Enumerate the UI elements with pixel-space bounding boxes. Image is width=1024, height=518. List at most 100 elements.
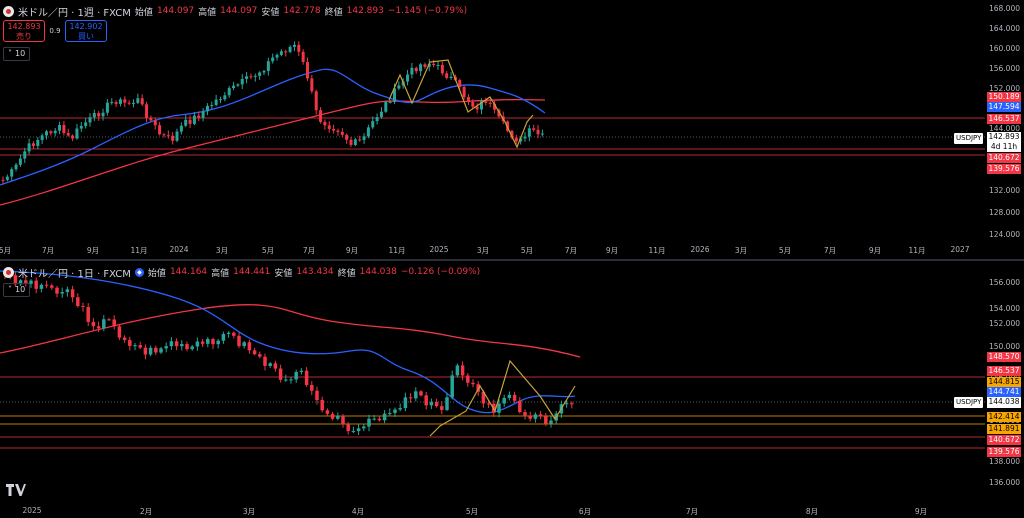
candle-body <box>112 319 116 327</box>
candle-body <box>502 397 506 404</box>
candle-body <box>414 67 418 72</box>
candle-body <box>273 363 278 369</box>
open-value: 144.097 <box>156 6 195 16</box>
candle-body <box>190 346 194 350</box>
candle-body <box>14 164 18 170</box>
buy-label: 買い <box>78 32 94 41</box>
zigzag-line <box>388 59 534 149</box>
candle-body <box>81 306 85 308</box>
change-value: −1.145 (−0.79%) <box>387 6 468 16</box>
candle-body <box>382 413 387 421</box>
candle-body <box>136 98 140 103</box>
candle-body <box>372 418 376 420</box>
candle-body <box>532 128 536 130</box>
candle-body <box>538 414 543 417</box>
candle-body <box>71 135 75 139</box>
indicator-count: 10 <box>15 49 26 58</box>
pane-divider[interactable] <box>0 259 1024 261</box>
live-icon: ◆ <box>134 267 144 277</box>
time-tick-label: 5月 <box>261 246 275 255</box>
candle-body <box>377 418 382 421</box>
candle-body <box>379 111 383 118</box>
candle-body <box>76 297 80 307</box>
price-tick-label: 152.000 <box>988 319 1020 328</box>
weekly-chart-pane[interactable]: 米ドル／円 · 1週 · FXCM 始値 144.097 高値 144.097 安値… <box>0 0 1024 259</box>
candle-body <box>371 121 375 128</box>
candle-body <box>450 375 454 398</box>
candle-body <box>133 345 137 347</box>
price-tick-label: 132.000 <box>988 186 1020 195</box>
time-tick-label: 7月 <box>823 246 837 255</box>
symbol-title[interactable]: 米ドル／円 · 1日 · FXCM <box>18 268 131 280</box>
time-tick-label: 9月 <box>86 246 100 255</box>
candle-body <box>523 136 527 139</box>
price-level-tag: 140.672 <box>987 153 1021 163</box>
candle-body <box>117 326 122 338</box>
price-tick-label: 154.000 <box>988 304 1020 313</box>
candle-body <box>358 139 362 141</box>
candle-body <box>240 78 244 85</box>
candle-body <box>540 133 544 135</box>
candle-body <box>410 67 414 75</box>
candle-body <box>50 285 54 288</box>
candle-body <box>123 99 127 103</box>
low-value: 142.778 <box>283 6 321 16</box>
candle-body <box>423 64 427 67</box>
candle-body <box>346 424 350 432</box>
candle-body <box>427 63 431 67</box>
symbol-title[interactable]: 米ドル／円 · 1週 · FXCM <box>18 7 131 19</box>
buy-button[interactable]: 142.902 買い <box>65 20 107 42</box>
time-tick-label: 9月 <box>605 246 619 255</box>
candle-body <box>164 346 168 349</box>
price-level-tag: 141.891 <box>987 424 1021 434</box>
daily-chart-canvas[interactable] <box>0 261 1024 518</box>
candle-body <box>149 117 153 121</box>
candle-body <box>351 431 356 433</box>
price-tick-label: 164.000 <box>988 24 1020 33</box>
candle-body <box>27 143 31 152</box>
open-value: 144.164 <box>169 267 208 277</box>
candle-body <box>493 103 497 110</box>
candle-body <box>268 363 272 366</box>
candle-body <box>153 120 157 126</box>
sell-button[interactable]: 142.893 売り <box>3 20 45 42</box>
time-tick-label: 3月 <box>242 507 256 516</box>
candle-body <box>341 415 345 425</box>
sell-price: 142.893 <box>7 22 41 31</box>
candle-body <box>53 130 57 134</box>
price-level-tag: 140.672 <box>987 435 1021 445</box>
time-tick-label: 11月 <box>648 246 666 255</box>
price-tick-label: 160.000 <box>988 44 1020 53</box>
change-value: −0.126 (−0.09%) <box>400 267 481 277</box>
weekly-chart-canvas[interactable] <box>0 0 1024 259</box>
candle-body <box>440 406 444 410</box>
time-tick-label: 2027 <box>950 245 970 254</box>
candle-body <box>284 379 288 381</box>
indicator-toggle[interactable]: ˅ 10 <box>3 283 31 297</box>
time-tick-label: 6月 <box>578 507 592 516</box>
candle-body <box>101 112 105 117</box>
price-level-tag: 148.570 <box>987 352 1021 362</box>
candle-body <box>292 44 296 47</box>
tradingview-logo-icon[interactable] <box>6 484 26 496</box>
time-tick-label: 3月 <box>734 246 748 255</box>
candle-body <box>97 113 101 117</box>
price-level-tag: 150.189 <box>987 92 1021 102</box>
candle-body <box>332 128 336 131</box>
candle-body <box>388 101 392 103</box>
candle-body <box>185 344 189 350</box>
candle-body <box>132 102 135 104</box>
daily-chart-pane[interactable]: 米ドル／円 · 1日 · FXCM ◆ 始値 144.164 高値 144.441 … <box>0 261 1024 518</box>
candle-body <box>497 403 501 413</box>
last-price: 142.893 <box>988 132 1020 141</box>
symbol-price-tag: USDJPY <box>954 397 984 408</box>
indicator-toggle[interactable]: ˅ 10 <box>3 47 31 61</box>
price-level-tag: 144.815 <box>987 377 1021 387</box>
candle-body <box>294 372 298 380</box>
candle-body <box>171 135 175 141</box>
candle-body <box>384 102 388 112</box>
low-label: 安値 <box>261 7 280 18</box>
candle-body <box>62 124 66 134</box>
candle-body <box>223 95 227 100</box>
candle-body <box>299 370 304 373</box>
